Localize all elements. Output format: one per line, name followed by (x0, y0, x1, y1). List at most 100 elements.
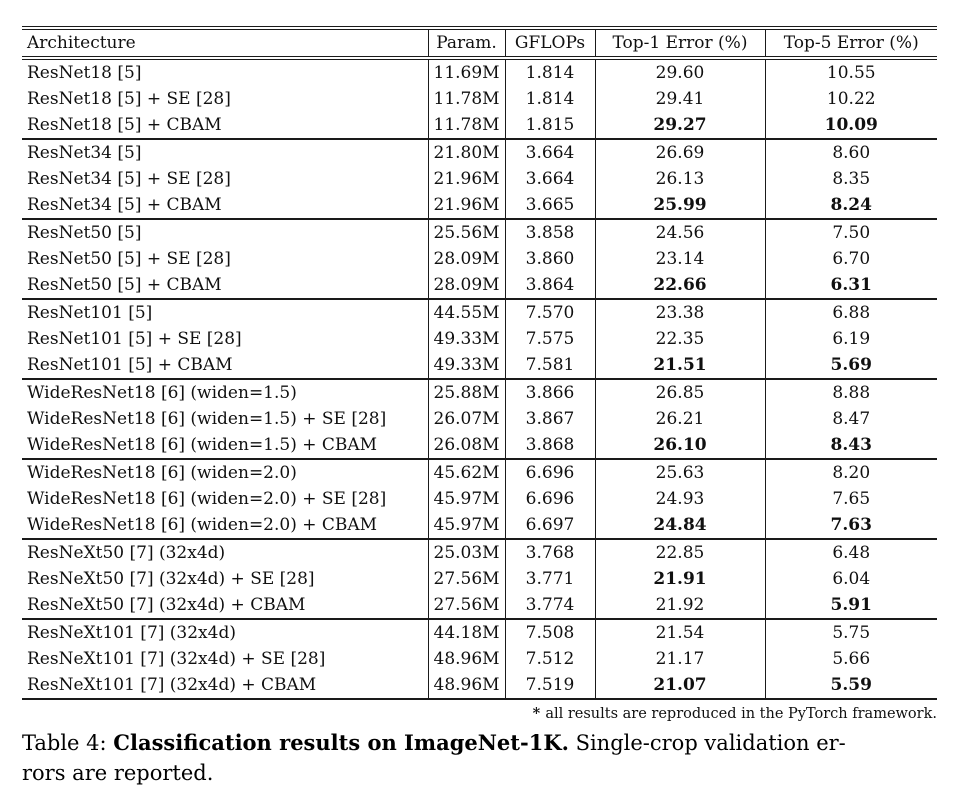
caption-text-line1: Single-crop validation er- (568, 731, 846, 755)
architecture-cell: ResNeXt50 [7] (32x4d) + SE [28] (27, 569, 315, 589)
top1-error-cell: 23.14 (594, 246, 765, 272)
architecture-cell: ResNet50 [5] + CBAM (27, 275, 222, 295)
gflops-cell: 3.868 (504, 432, 595, 459)
caption-text-line2: rors are reported. (22, 760, 214, 785)
top5-error-cell: 6.04 (764, 566, 937, 592)
gflops-cell: 7.508 (504, 618, 595, 646)
gflops-cell: 3.768 (504, 538, 595, 566)
column-header-gflops: GFLOPs (504, 28, 595, 58)
table-row: ResNeXt50 [7] (32x4d) + SE [28] 27.56M 3.7… (22, 566, 937, 592)
architecture-cell: WideResNet18 [6] (widen=1.5) + CBAM (27, 435, 378, 455)
top1-error-cell: 26.13 (594, 166, 765, 192)
top5-error-cell: 8.60 (764, 138, 937, 166)
table-row: ResNeXt101 [7] (32x4d) + CBAM 48.96M 7.519… (22, 672, 937, 699)
top5-error-cell: 6.19 (764, 326, 937, 352)
params-cell: 25.88M (427, 378, 505, 406)
table-row: ResNet101 [5] + SE [28] 49.33M 7.575 22.35 6… (22, 326, 937, 352)
top5-error-cell: 8.24 (764, 192, 937, 219)
top1-error-cell: 25.99 (594, 192, 765, 219)
table-row: WideResNet18 [6] (widen=2.0) 45.62M 6.696 2… (22, 458, 937, 486)
gflops-cell: 3.664 (504, 166, 595, 192)
top5-error-cell: 8.43 (764, 432, 937, 459)
top5-error-cell: 7.65 (764, 486, 937, 512)
table-row: ResNet101 [5] 44.55M 7.570 23.38 6.88 (22, 298, 937, 326)
top5-error-cell: 6.88 (764, 298, 937, 326)
table-row: ResNeXt101 [7] (32x4d) + SE [28] 48.96M 7.… (22, 646, 937, 672)
gflops-cell: 1.815 (504, 112, 595, 139)
top5-error-cell: 10.55 (764, 57, 937, 86)
architecture-cell: ResNet18 [5] + SE [28] (27, 89, 231, 109)
column-header-param: Param. (427, 28, 505, 58)
params-cell: 27.56M (427, 566, 505, 592)
architecture-cell: WideResNet18 [6] (widen=1.5) (22, 378, 428, 406)
top5-error-cell: 10.22 (764, 86, 937, 112)
top1-error-cell: 29.41 (594, 86, 765, 112)
top1-error-cell: 26.21 (594, 406, 765, 432)
table-row: ResNet101 [5] + CBAM 49.33M 7.581 21.51 5.69 (22, 352, 937, 379)
top5-error-cell: 6.70 (764, 246, 937, 272)
params-cell: 28.09M (427, 272, 505, 299)
gflops-cell: 1.814 (504, 86, 595, 112)
gflops-cell: 7.519 (504, 672, 595, 699)
params-cell: 28.09M (427, 246, 505, 272)
top1-error-cell: 24.93 (594, 486, 765, 512)
params-cell: 25.03M (427, 538, 505, 566)
table-row: ResNeXt50 [7] (32x4d) + CBAM 27.56M 3.774 2… (22, 592, 937, 619)
architecture-cell: ResNeXt101 [7] (32x4d) + CBAM (27, 675, 317, 695)
architecture-cell: ResNeXt101 [7] (32x4d) (22, 618, 428, 646)
gflops-cell: 7.575 (504, 326, 595, 352)
params-cell: 11.78M (427, 86, 505, 112)
top1-error-cell: 24.84 (594, 512, 765, 539)
table-row: ResNet50 [5] + SE [28] 28.09M 3.860 23.14 6.… (22, 246, 937, 272)
top5-error-cell: 5.59 (764, 672, 937, 699)
table-row: WideResNet18 [6] (widen=1.5) + CBAM 26.08… (22, 432, 937, 459)
architecture-cell: ResNet50 [5] + SE [28] (27, 249, 231, 269)
gflops-cell: 6.696 (504, 486, 595, 512)
table-row: ResNeXt50 [7] (32x4d) 25.03M 3.768 22.85 6.4… (22, 538, 937, 566)
caption-label: Table 4: (22, 731, 114, 755)
top1-error-cell: 29.27 (594, 112, 765, 139)
table-row: ResNet34 [5] + SE [28] 21.96M 3.664 26.13 8.… (22, 166, 937, 192)
table-footnote: * all results are reproduced in the PyTo… (22, 705, 937, 722)
architecture-cell: ResNet101 [5] (22, 298, 428, 326)
top5-error-cell: 7.50 (764, 218, 937, 246)
top1-error-cell: 26.10 (594, 432, 765, 459)
gflops-cell: 7.570 (504, 298, 595, 326)
table-row: ResNet50 [5] + CBAM 28.09M 3.864 22.66 6.31 (22, 272, 937, 299)
top5-error-cell: 5.75 (764, 618, 937, 646)
top5-error-cell: 7.63 (764, 512, 937, 539)
architecture-cell: ResNet50 [5] (22, 218, 428, 246)
footnote-asterisk: * (532, 705, 546, 722)
architecture-cell: ResNeXt50 [7] (32x4d) (22, 538, 428, 566)
params-cell: 26.07M (427, 406, 505, 432)
top5-error-cell: 8.88 (764, 378, 937, 406)
top1-error-cell: 29.60 (594, 57, 765, 86)
gflops-cell: 7.581 (504, 352, 595, 379)
params-cell: 21.80M (427, 138, 505, 166)
architecture-cell: ResNet34 [5] + CBAM (27, 195, 222, 215)
params-cell: 21.96M (427, 166, 505, 192)
caption-title: Classification results on ImageNet-1K. (113, 730, 569, 755)
params-cell: 49.33M (427, 326, 505, 352)
top5-error-cell: 5.66 (764, 646, 937, 672)
architecture-cell: WideResNet18 [6] (widen=2.0) (22, 458, 428, 486)
top5-error-cell: 5.91 (764, 592, 937, 619)
params-cell: 49.33M (427, 352, 505, 379)
top1-error-cell: 23.38 (594, 298, 765, 326)
params-cell: 45.97M (427, 512, 505, 539)
architecture-cell: WideResNet18 [6] (widen=2.0) + CBAM (27, 515, 378, 535)
params-cell: 48.96M (427, 646, 505, 672)
params-cell: 27.56M (427, 592, 505, 619)
gflops-cell: 3.665 (504, 192, 595, 219)
top1-error-cell: 21.92 (594, 592, 765, 619)
params-cell: 45.97M (427, 486, 505, 512)
top1-error-cell: 26.85 (594, 378, 765, 406)
architecture-cell: WideResNet18 [6] (widen=2.0) + SE [28] (27, 489, 387, 509)
table-row: ResNet18 [5] 11.69M 1.814 29.60 10.55 (22, 57, 937, 86)
top1-error-cell: 21.17 (594, 646, 765, 672)
column-header-architecture: Architecture (27, 33, 136, 53)
top5-error-cell: 8.35 (764, 166, 937, 192)
gflops-cell: 3.864 (504, 272, 595, 299)
architecture-cell: ResNet18 [5] (22, 57, 428, 86)
architecture-cell: ResNet101 [5] + CBAM (27, 355, 233, 375)
